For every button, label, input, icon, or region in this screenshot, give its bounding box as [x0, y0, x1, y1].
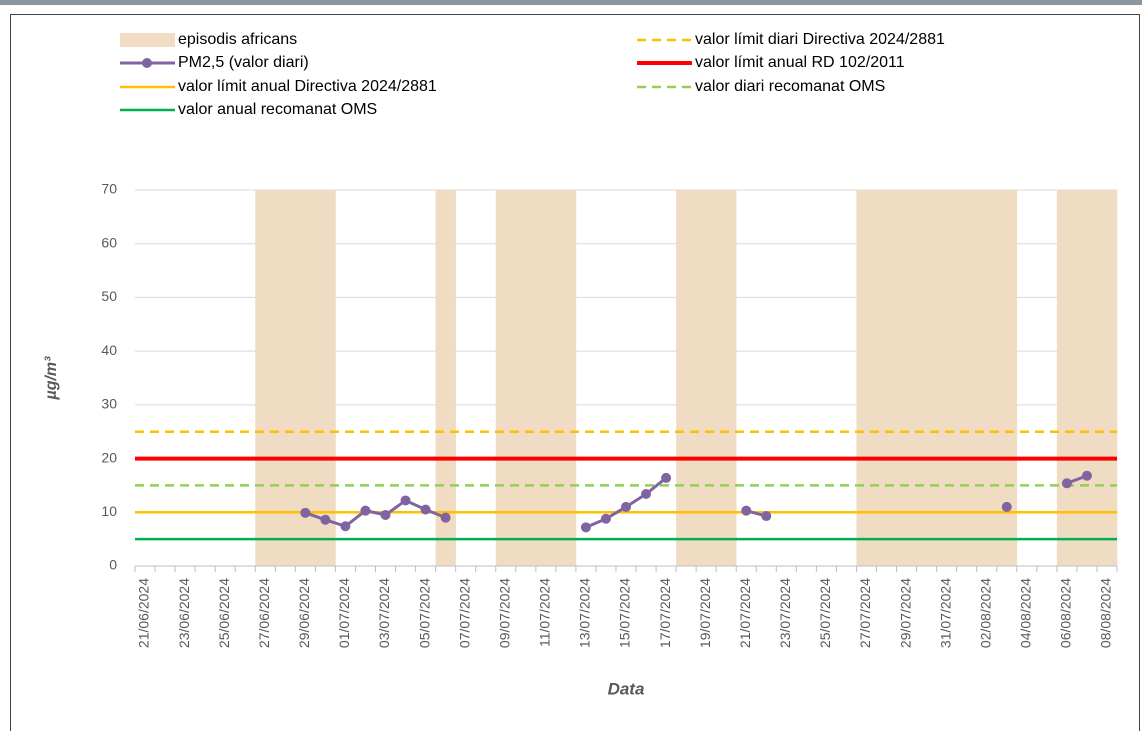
legend-swatch — [142, 58, 152, 68]
y-tick-label: 30 — [101, 396, 117, 412]
legend-label: valor diari recomanat OMS — [695, 78, 885, 95]
episode-bar — [856, 190, 877, 566]
data-point — [320, 514, 331, 525]
data-point — [420, 504, 431, 515]
x-tick-label: 27/06/2024 — [256, 578, 272, 648]
y-axis-title: µg/m³ — [43, 356, 60, 401]
episode-bar — [255, 190, 276, 566]
episode-bar — [1056, 190, 1078, 566]
data-point — [641, 489, 652, 500]
x-tick-label: 13/07/2024 — [577, 578, 593, 648]
episode-bar — [716, 190, 737, 566]
legend-label: episodis africans — [178, 31, 297, 48]
episode-bar — [956, 190, 978, 566]
episode-bar — [535, 190, 557, 566]
data-point — [1001, 501, 1012, 512]
x-tick-label: 29/07/2024 — [897, 578, 913, 648]
x-tick-label: 15/07/2024 — [617, 578, 633, 648]
y-tick-label: 60 — [101, 234, 117, 250]
x-tick-label: 21/07/2024 — [737, 578, 753, 648]
x-tick-label: 02/08/2024 — [977, 578, 993, 648]
episode-bar — [916, 190, 937, 566]
data-point — [741, 505, 752, 516]
episode-bar — [896, 190, 917, 566]
data-point — [380, 509, 391, 520]
legend-label: PM2,5 (valor diari) — [178, 54, 309, 71]
x-tick-label: 27/07/2024 — [857, 578, 873, 648]
y-tick-label: 70 — [101, 181, 117, 197]
x-tick-label: 17/07/2024 — [657, 578, 673, 648]
x-tick-label: 19/07/2024 — [697, 578, 713, 648]
legend-label: valor anual recomanat OMS — [178, 101, 377, 118]
data-point — [600, 513, 611, 524]
episode-bar — [295, 190, 316, 566]
episode-bar — [876, 190, 897, 566]
x-tick-label: 08/08/2024 — [1098, 578, 1114, 648]
episode-bar — [435, 190, 456, 566]
x-tick-label: 03/07/2024 — [376, 578, 392, 648]
data-point — [661, 472, 672, 483]
y-tick-label: 10 — [101, 503, 117, 519]
x-tick-label: 09/07/2024 — [496, 578, 512, 648]
x-tick-label: 25/07/2024 — [817, 578, 833, 648]
data-point — [440, 512, 451, 523]
data-point — [621, 501, 631, 512]
episode-bar — [696, 190, 717, 566]
x-tick-label: 21/06/2024 — [136, 578, 152, 648]
x-tick-label: 25/06/2024 — [216, 578, 232, 648]
episode-bar — [555, 190, 577, 566]
y-tick-label: 20 — [101, 449, 117, 465]
episode-bar — [315, 190, 336, 566]
episode-bar — [976, 190, 998, 566]
legend-swatch — [120, 33, 175, 47]
legend-label: valor límit anual RD 102/2011 — [695, 54, 905, 71]
data-point — [1061, 478, 1072, 489]
episode-bar — [515, 190, 537, 566]
x-tick-label: 06/08/2024 — [1058, 578, 1074, 648]
top-bar — [0, 0, 1142, 5]
y-tick-label: 0 — [109, 557, 117, 573]
x-tick-label: 23/07/2024 — [777, 578, 793, 648]
episode-bar — [676, 190, 697, 566]
episode-bar — [495, 190, 517, 566]
legend-label: valor límit anual Directiva 2024/2881 — [178, 78, 437, 95]
y-tick-label: 50 — [101, 288, 117, 304]
x-tick-label: 23/06/2024 — [176, 578, 192, 648]
x-tick-label: 04/08/2024 — [1018, 578, 1034, 648]
data-point — [580, 522, 591, 533]
x-tick-label: 05/07/2024 — [416, 578, 432, 648]
x-tick-label: 11/07/2024 — [537, 578, 553, 647]
data-point — [340, 521, 351, 532]
legend-label: valor límit diari Directiva 2024/2881 — [695, 31, 945, 48]
data-point — [761, 511, 772, 522]
y-tick-label: 40 — [101, 342, 117, 358]
episode-bar — [1096, 190, 1118, 566]
x-tick-label: 29/06/2024 — [296, 578, 312, 648]
episode-bar — [936, 190, 957, 566]
x-axis-title: Data — [608, 679, 645, 698]
data-point — [400, 495, 411, 506]
episode-bar — [275, 190, 296, 566]
x-tick-label: 07/07/2024 — [456, 578, 472, 648]
data-point — [360, 505, 371, 516]
x-tick-label: 31/07/2024 — [937, 578, 953, 648]
data-point — [1081, 470, 1092, 481]
x-tick-label: 01/07/2024 — [336, 578, 352, 648]
data-point — [300, 507, 311, 518]
episode-bar — [1076, 190, 1098, 566]
episode-bar — [996, 190, 1018, 566]
